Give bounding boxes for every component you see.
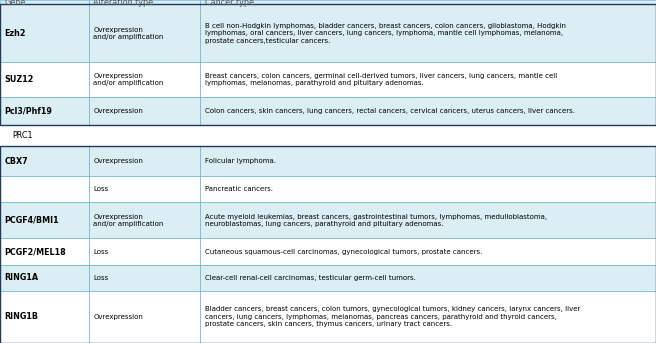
Bar (200, 238, 656, 264)
Bar (0, 202, 89, 238)
Bar (89, 0, 200, 4)
Bar (0, 238, 89, 264)
Bar (89, 146, 200, 176)
Bar (0, 0, 89, 4)
Text: Loss: Loss (93, 249, 108, 255)
Bar (0, 4, 656, 125)
Bar (0, 97, 89, 125)
Text: Colon cancers, skin cancers, lung cancers, rectal cancers, cervical cancers, ute: Colon cancers, skin cancers, lung cancer… (205, 108, 575, 114)
Bar (89, 238, 200, 264)
Text: RING1A: RING1A (5, 273, 39, 282)
Bar (200, 176, 656, 202)
Text: PCGF2/MEL18: PCGF2/MEL18 (5, 247, 66, 256)
Bar (200, 4, 656, 62)
Text: Folicular lymphoma.: Folicular lymphoma. (205, 158, 276, 164)
Text: Ovrexpression
and/or amplification: Ovrexpression and/or amplification (93, 73, 163, 86)
Bar (0, 146, 656, 343)
Text: Ovrexpression
and/or amplification: Ovrexpression and/or amplification (93, 214, 163, 227)
Text: Cancer type: Cancer type (205, 0, 254, 7)
Bar (89, 176, 200, 202)
Bar (0, 176, 89, 202)
Bar (89, 202, 200, 238)
Text: Breast cancers, colon cancers, germinal cell-derived tumors, liver cancers, lung: Breast cancers, colon cancers, germinal … (205, 73, 557, 86)
Bar (0, 291, 89, 343)
Bar (0, 4, 89, 62)
Bar (0, 62, 89, 97)
Bar (200, 146, 656, 176)
Bar (89, 264, 200, 291)
Text: Clear-cell renal-cell carcinomas, testicular germ-cell tumors.: Clear-cell renal-cell carcinomas, testic… (205, 275, 415, 281)
Bar (200, 291, 656, 343)
Text: SUZ12: SUZ12 (5, 75, 34, 84)
Text: Ezh2: Ezh2 (5, 29, 26, 38)
Text: Ovrexpression: Ovrexpression (93, 314, 143, 320)
Text: Loss: Loss (93, 186, 108, 192)
Text: Alteration type: Alteration type (93, 0, 154, 7)
Text: B cell non-Hodgkin lymphomas, bladder cancers, breast cancers, colon cancers, gl: B cell non-Hodgkin lymphomas, bladder ca… (205, 23, 565, 44)
Text: Pcl3/Phf19: Pcl3/Phf19 (5, 106, 52, 115)
Text: Cutaneous squamous-cell carcinomas, gynecological tumors, prostate cancers.: Cutaneous squamous-cell carcinomas, gyne… (205, 249, 482, 255)
Text: CBX7: CBX7 (5, 156, 28, 166)
Text: Ovrexpression
and/or amplification: Ovrexpression and/or amplification (93, 26, 163, 40)
Text: Gene: Gene (5, 0, 26, 7)
Bar (0, 264, 89, 291)
Bar (200, 97, 656, 125)
Text: Bladder cancers, breast cancers, colon tumors, gynecological tumors, kidney canc: Bladder cancers, breast cancers, colon t… (205, 306, 580, 327)
Text: Pancreatic cancers.: Pancreatic cancers. (205, 186, 273, 192)
Bar (0, 146, 89, 176)
Text: RING1B: RING1B (5, 312, 39, 321)
Text: Ovrexpression: Ovrexpression (93, 158, 143, 164)
Bar (89, 97, 200, 125)
Text: Acute myeloid leukemias, breast cancers, gastrointestinal tumors, lymphomas, med: Acute myeloid leukemias, breast cancers,… (205, 214, 547, 227)
Bar (200, 202, 656, 238)
Text: Ovrexpression: Ovrexpression (93, 108, 143, 114)
Text: PRC1: PRC1 (12, 131, 32, 140)
Bar (89, 291, 200, 343)
Bar (89, 62, 200, 97)
Bar (200, 62, 656, 97)
Bar (200, 0, 656, 4)
Text: Loss: Loss (93, 275, 108, 281)
Text: PCGF4/BMI1: PCGF4/BMI1 (5, 216, 59, 225)
Bar (200, 264, 656, 291)
Bar (89, 4, 200, 62)
